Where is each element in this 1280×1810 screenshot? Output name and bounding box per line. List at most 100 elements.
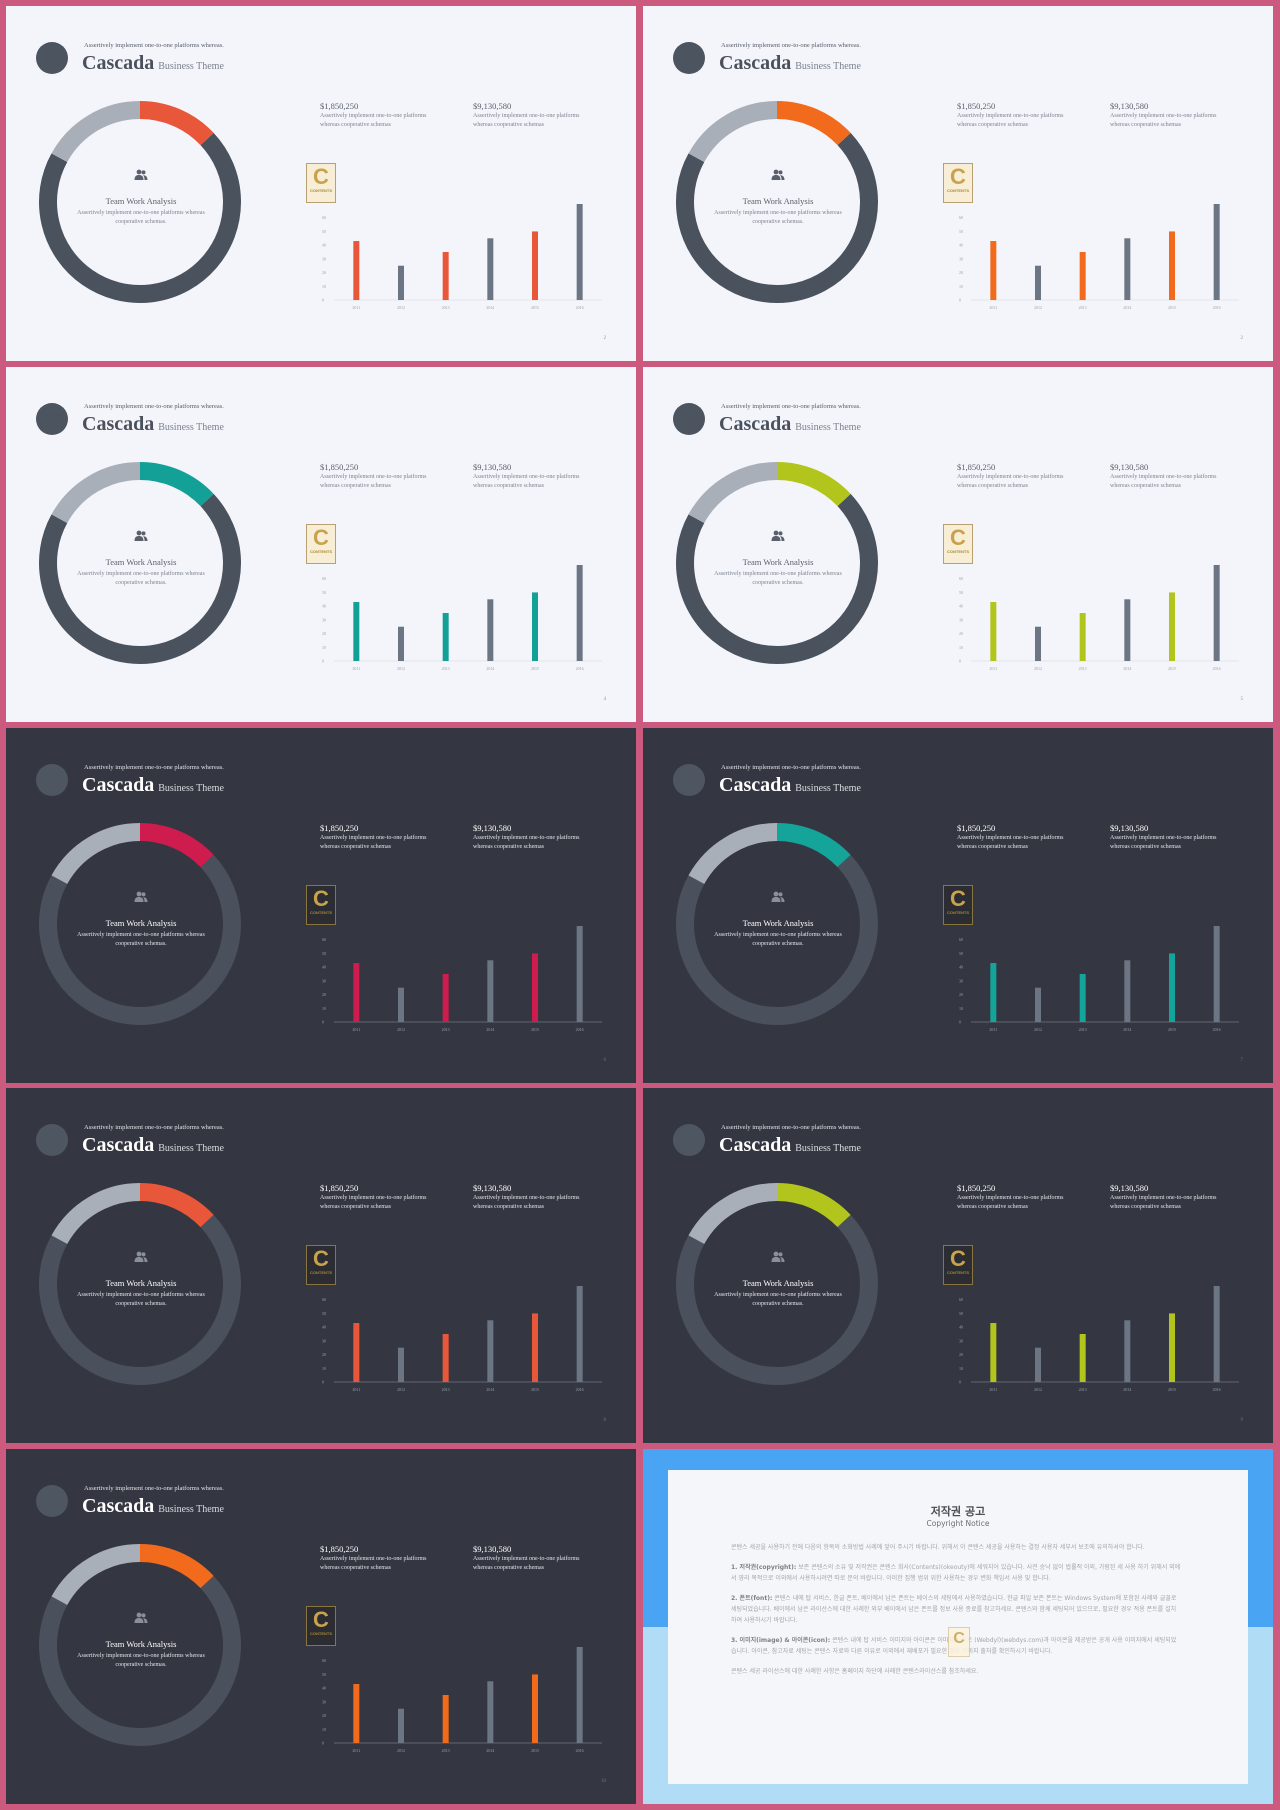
stat-description: Assertively implement one-to-one platfor… bbox=[473, 1195, 580, 1210]
badge-letter: C bbox=[950, 164, 966, 189]
page-number: 6 bbox=[603, 1058, 607, 1063]
subtitle-text: Business Theme bbox=[158, 61, 224, 72]
bar-2016 bbox=[576, 1647, 583, 1743]
donut-chart bbox=[676, 1183, 878, 1385]
title-text: Cascada bbox=[719, 1134, 792, 1156]
stat-description: Assertively implement one-to-one platfor… bbox=[320, 113, 427, 128]
x-tick-label: 2012 bbox=[397, 666, 405, 671]
team-icon bbox=[134, 1251, 148, 1262]
stat-block-1: $1,850,250 Assertively implement one-to-o… bbox=[320, 823, 440, 852]
badge-letter: C bbox=[313, 1607, 329, 1632]
team-icon-head-1 bbox=[773, 891, 779, 897]
center-description: Assertively implement one-to-one platfor… bbox=[714, 210, 842, 225]
contents-logo-badge: C CONTENTS bbox=[306, 524, 336, 564]
donut-segment-secondary bbox=[688, 101, 778, 163]
donut-segment-accent bbox=[776, 823, 851, 868]
donut-chart bbox=[39, 823, 241, 1025]
y-tick-label: 10 bbox=[959, 1366, 963, 1371]
bar-2013 bbox=[1079, 252, 1086, 300]
donut-segment-remainder bbox=[676, 493, 878, 664]
slide-1: Assertively implement one-to-one platfor… bbox=[6, 6, 636, 361]
bar-chart: 0 10 20 30 40 50 60 2011 2012 2013 2014 2015 2016 bbox=[322, 204, 602, 310]
bar-2014 bbox=[487, 238, 494, 300]
y-tick-label: 40 bbox=[959, 1325, 963, 1330]
y-tick-label: 50 bbox=[959, 951, 963, 956]
badge-text: CONTENTS bbox=[310, 549, 332, 554]
x-tick-label: 2013 bbox=[442, 1748, 450, 1753]
team-icon-body-2 bbox=[780, 536, 785, 541]
stat-block-2: $9,130,580 Assertively implement one-to-o… bbox=[1110, 462, 1230, 491]
donut-segment-remainder bbox=[39, 1575, 241, 1746]
team-icon bbox=[134, 891, 148, 902]
bar-2014 bbox=[1124, 599, 1131, 661]
y-tick-label: 20 bbox=[322, 992, 326, 997]
bar-chart: 0 10 20 30 40 50 60 2011 2012 2013 2014 2015 2016 bbox=[322, 1286, 602, 1392]
watermark-letter: C bbox=[953, 1630, 965, 1647]
x-tick-label: 2014 bbox=[486, 1387, 494, 1392]
y-tick-label: 20 bbox=[959, 1352, 963, 1357]
bar-2011 bbox=[353, 602, 360, 661]
x-tick-label: 2014 bbox=[486, 1027, 494, 1032]
y-tick-label: 30 bbox=[322, 978, 326, 983]
center-description: Assertively implement one-to-one platfor… bbox=[77, 1653, 205, 1668]
x-tick-label: 2012 bbox=[1034, 666, 1042, 671]
slide-title: Cascada Business Theme bbox=[82, 1495, 224, 1518]
title-text: Cascada bbox=[82, 1495, 155, 1517]
team-icon-body-1 bbox=[134, 1618, 144, 1623]
donut-chart bbox=[39, 101, 241, 303]
stat-block-1: $1,850,250 Assertively implement one-to-o… bbox=[320, 1183, 440, 1212]
bar-2012 bbox=[1035, 626, 1041, 661]
x-tick-label: 2014 bbox=[486, 1748, 494, 1753]
x-tick-label: 2014 bbox=[1123, 666, 1131, 671]
bar-2011 bbox=[353, 963, 360, 1022]
tagline: Assertively implement one-to-one platfor… bbox=[721, 764, 861, 771]
page-number: 5 bbox=[1240, 697, 1244, 702]
y-tick-label: 10 bbox=[959, 645, 963, 650]
stat-value: $9,130,580 bbox=[473, 823, 512, 833]
bar-2013 bbox=[1079, 613, 1086, 661]
donut-segment-remainder bbox=[39, 493, 241, 664]
y-tick-label: 50 bbox=[322, 229, 326, 234]
bar-2011 bbox=[990, 1323, 997, 1382]
team-icon-head-1 bbox=[136, 1251, 142, 1257]
title-text: Cascada bbox=[82, 1134, 155, 1156]
stat-block-2: $9,130,580 Assertively implement one-to-o… bbox=[473, 101, 593, 130]
y-tick-label: 20 bbox=[322, 270, 326, 275]
badge-letter: C bbox=[950, 886, 966, 911]
stat-value: $9,130,580 bbox=[1110, 462, 1149, 472]
donut-segment-accent bbox=[139, 101, 214, 146]
x-tick-label: 2015 bbox=[531, 1027, 539, 1032]
center-title: Team Work Analysis bbox=[742, 918, 814, 928]
center-description: Assertively implement one-to-one platfor… bbox=[714, 571, 842, 586]
donut-segment-accent bbox=[776, 101, 851, 146]
donut-segment-remainder bbox=[676, 1214, 878, 1385]
y-tick-label: 50 bbox=[322, 1672, 326, 1677]
header-dot bbox=[673, 764, 705, 796]
x-tick-label: 2016 bbox=[1213, 1027, 1221, 1032]
subtitle-text: Business Theme bbox=[795, 783, 861, 794]
y-tick-label: 60 bbox=[959, 576, 963, 581]
title-text: Cascada bbox=[719, 774, 792, 796]
bar-2015 bbox=[1169, 592, 1175, 661]
bar-2015 bbox=[532, 953, 538, 1022]
stat-block-2: $9,130,580 Assertively implement one-to-o… bbox=[1110, 823, 1230, 852]
slide-8: Assertively implement one-to-one platfor… bbox=[643, 1088, 1273, 1443]
donut-segment-secondary bbox=[688, 1183, 778, 1245]
badge-letter: C bbox=[313, 886, 329, 911]
donut-segment-remainder bbox=[39, 1214, 241, 1385]
contents-logo-badge: C CONTENTS bbox=[943, 163, 973, 203]
x-tick-label: 2011 bbox=[989, 1387, 997, 1392]
copyright-para-2: 2. 폰트(font): 콘텐스 내에 탑 서비스, 한글 폰트, 베이에서 남… bbox=[731, 1593, 1181, 1626]
x-tick-label: 2012 bbox=[397, 1387, 405, 1392]
header-dot bbox=[673, 42, 705, 74]
slide-title: Cascada Business Theme bbox=[82, 774, 224, 797]
stat-value: $1,850,250 bbox=[320, 462, 359, 472]
x-tick-label: 2016 bbox=[1213, 305, 1221, 310]
bar-2016 bbox=[1213, 926, 1220, 1022]
y-tick-label: 20 bbox=[322, 1352, 326, 1357]
center-description: Assertively implement one-to-one platfor… bbox=[77, 571, 205, 586]
team-icon bbox=[771, 169, 785, 180]
stat-value: $1,850,250 bbox=[320, 101, 359, 111]
copyright-intro: 콘텐스 세공을 사용하기 전에 다음의 항목의 소화방법 사례에 앞어 주시기 … bbox=[731, 1544, 1145, 1551]
page-number: 4 bbox=[603, 697, 607, 702]
